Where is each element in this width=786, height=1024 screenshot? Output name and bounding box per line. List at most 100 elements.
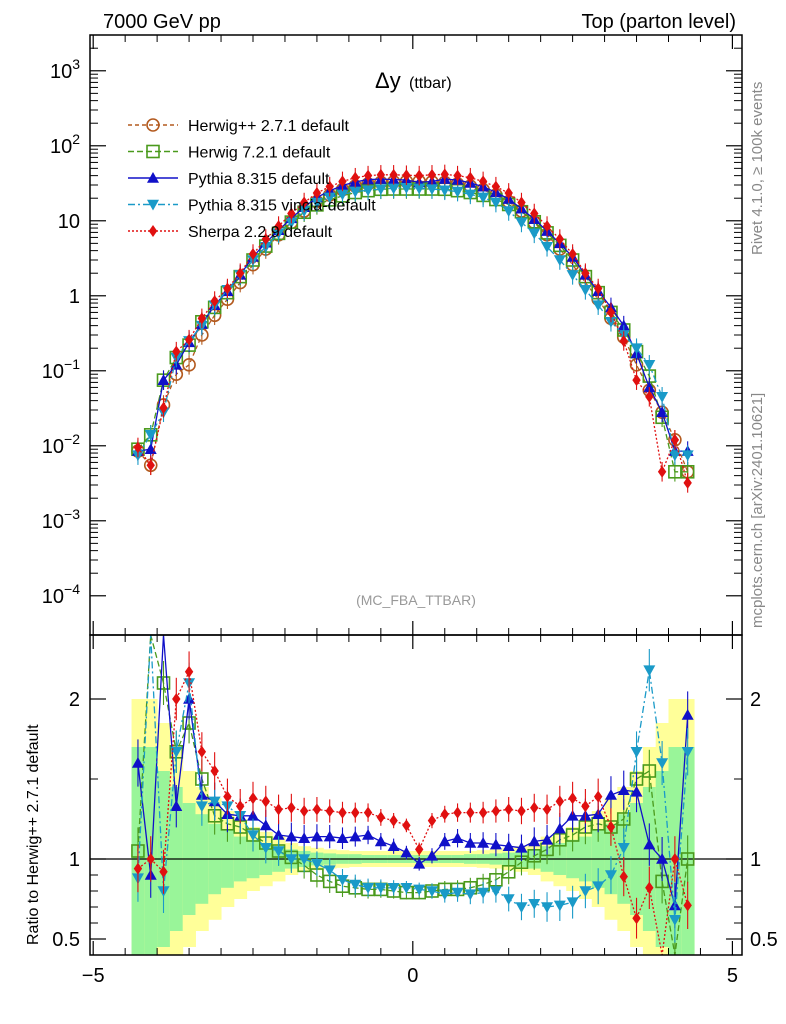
ratio-point (376, 811, 386, 824)
ratio-point (197, 745, 207, 758)
ratio-point (413, 857, 426, 869)
ratio-point (656, 758, 669, 769)
y-tick-label: 102 (50, 131, 80, 158)
ratio-point (299, 805, 309, 817)
ratio-point (528, 835, 541, 847)
ratio-point (501, 864, 516, 879)
ratio-point (604, 870, 617, 881)
data-point (491, 180, 501, 193)
data-point (466, 171, 475, 184)
ratio-point (489, 886, 502, 897)
ratio-point (362, 883, 375, 894)
y-tick-label: 103 (50, 56, 80, 83)
ratio-point (259, 819, 272, 831)
chart-title-sub: (ttbar) (409, 75, 452, 92)
ratio-point (568, 792, 577, 805)
data-point (413, 183, 426, 195)
data-point (542, 220, 552, 233)
ratio-point (236, 800, 245, 813)
ratio-point (630, 785, 643, 797)
legend-entry: Sherpa 2.2.9 default (128, 224, 333, 241)
legend: Herwig++ 2.7.1 default Herwig 7.2.1 defau… (128, 118, 376, 241)
data-point (144, 443, 157, 455)
data-point (579, 285, 592, 296)
ratio-point (387, 883, 400, 894)
data-point (657, 465, 667, 478)
ratio-point (438, 889, 451, 901)
ratio-point (656, 853, 669, 864)
ratio-point (272, 846, 285, 857)
data-point (502, 206, 515, 218)
legend-label: Herwig++ 2.7.1 default (188, 118, 350, 135)
legend-marker (146, 118, 160, 132)
ratio-frame (89, 634, 743, 956)
series-line (137, 180, 689, 473)
data-point (683, 476, 692, 489)
main-series-group (131, 164, 695, 493)
data-point (248, 248, 258, 261)
data-point (374, 184, 387, 196)
ratio-point (477, 887, 490, 899)
data-point (668, 450, 681, 462)
data-point (477, 192, 490, 204)
ratio-point (464, 889, 477, 901)
chart-title: Δy (375, 68, 401, 93)
ratio-point (170, 800, 183, 811)
data-point (451, 186, 464, 198)
data-point (274, 220, 283, 233)
x-tick-label: 5 (727, 965, 738, 987)
ratio-point (464, 837, 477, 848)
data-point (402, 169, 411, 182)
y-tick-label: 10−4 (42, 581, 80, 608)
data-point (336, 189, 349, 201)
data-point (351, 171, 360, 184)
ratio-point (451, 832, 464, 843)
ratio-point (643, 665, 656, 677)
data-point (400, 183, 413, 194)
ratio-point (400, 883, 413, 894)
ratio-point (374, 883, 387, 894)
ratio-point (285, 854, 298, 865)
ratio-point (349, 879, 362, 891)
ratio-point (617, 843, 630, 854)
ratio-point (683, 899, 692, 912)
data-point (515, 217, 528, 229)
data-point (478, 175, 488, 188)
ratio-point (351, 806, 360, 819)
ratio-point (617, 784, 630, 795)
data-point (438, 185, 451, 197)
ratio-tick-label-right: 1 (750, 849, 761, 871)
ratio-point (670, 853, 680, 865)
data-point (157, 374, 170, 385)
data-point (197, 312, 207, 325)
ratio-point (477, 837, 490, 848)
data-point (387, 183, 400, 195)
ratio-point (338, 806, 347, 819)
ratio-point (668, 915, 681, 926)
legend-marker (147, 172, 159, 183)
ratio-point (247, 830, 259, 841)
x-tick-label: −5 (82, 965, 105, 987)
data-point (656, 391, 669, 403)
ratio-tick-label-right: 2 (750, 689, 761, 711)
ratio-uncertainty-bands (90, 699, 742, 955)
ratio-point (681, 747, 694, 758)
ratio-point (389, 814, 398, 827)
ratio-point (259, 843, 272, 854)
ratio-point (349, 830, 362, 842)
data-point (144, 430, 157, 441)
ratio-point (542, 803, 552, 816)
data-point (363, 169, 373, 182)
ratio-point (261, 795, 270, 808)
ratio-point (272, 829, 285, 840)
data-point (159, 401, 168, 414)
ratio-point (363, 806, 373, 819)
series-line (137, 173, 689, 484)
ratio-point (310, 859, 323, 870)
ratio-point (274, 803, 283, 816)
ratio-point (159, 865, 168, 878)
data-point (312, 186, 322, 199)
ratio-point (504, 803, 513, 816)
ratio-point (336, 832, 349, 843)
data-point (414, 169, 424, 182)
